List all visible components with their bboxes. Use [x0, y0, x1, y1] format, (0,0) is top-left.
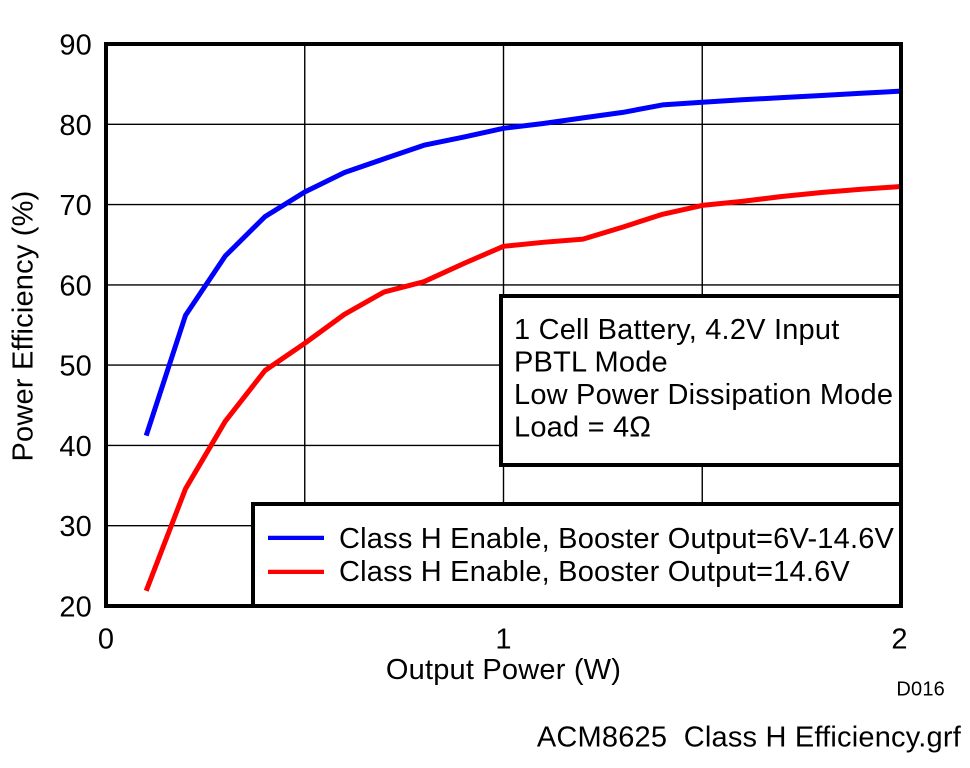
svg-text:1 Cell Battery, 4.2V Input: 1 Cell Battery, 4.2V Input [514, 314, 839, 346]
svg-text:40: 40 [59, 431, 92, 463]
svg-text:70: 70 [59, 190, 92, 222]
svg-text:90: 90 [59, 30, 92, 62]
svg-text:Class H Enable, Booster Output: Class H Enable, Booster Output=6V-14.6V [339, 523, 895, 555]
svg-text:50: 50 [59, 351, 92, 383]
svg-text:ACM8625 Class H Efficiency.gr: ACM8625 Class H Efficiency.grf [537, 722, 962, 754]
svg-text:Output Power (W): Output Power (W) [386, 654, 621, 686]
svg-text:Load = 4Ω: Load = 4Ω [514, 412, 651, 444]
svg-text:D016: D016 [896, 679, 945, 701]
svg-text:2: 2 [891, 624, 907, 656]
svg-text:Class H Enable, Booster Output: Class H Enable, Booster Output=14.6V [339, 556, 850, 588]
svg-text:Low Power Dissipation Mode: Low Power Dissipation Mode [514, 379, 893, 411]
svg-text:20: 20 [59, 592, 92, 624]
svg-text:80: 80 [59, 110, 92, 142]
svg-text:30: 30 [59, 511, 92, 543]
svg-text:60: 60 [59, 270, 92, 302]
svg-text:1: 1 [495, 624, 511, 656]
svg-text:0: 0 [98, 624, 114, 656]
svg-text:PBTL Mode: PBTL Mode [514, 347, 668, 379]
svg-text:Power Efficiency (%): Power Efficiency (%) [8, 191, 40, 462]
